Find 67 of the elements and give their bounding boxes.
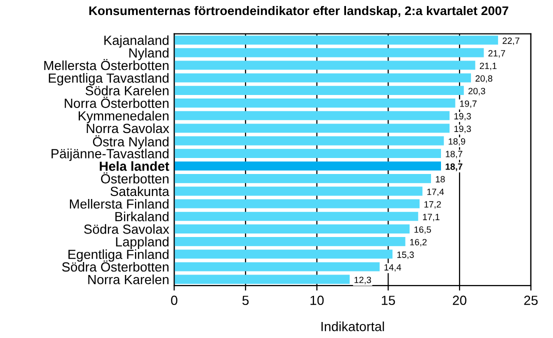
bar — [174, 86, 464, 95]
chart-title: Konsumenternas förtroendeindikator efter landskap, 2:a kvartalet 2007 — [89, 6, 508, 18]
bar — [174, 36, 498, 45]
data-label: 16,2 — [410, 238, 427, 246]
y-tick-label: Päijänne-Tavastland — [52, 148, 168, 161]
data-label: 17,1 — [423, 214, 440, 222]
x-tick-label: 25 — [524, 296, 538, 306]
data-label: 17,2 — [424, 201, 441, 209]
bar — [174, 111, 450, 120]
y-tick-label: Mellersta Finland — [70, 198, 168, 209]
bar — [174, 148, 441, 158]
bar — [174, 124, 450, 133]
y-tick-label: Österbotten — [101, 172, 168, 184]
y-tick-label: Mellersta Österbotten — [44, 59, 168, 70]
y-tick-label: Södra Karelen — [86, 86, 168, 96]
y-tick-label: Birkaland — [115, 212, 168, 222]
bar — [174, 274, 350, 284]
data-label: 14,4 — [384, 264, 402, 272]
y-tick-label: Kymmenedalen — [78, 110, 168, 124]
bar — [174, 48, 484, 58]
bar — [174, 161, 441, 171]
y-tick-label: Kajanaland — [104, 35, 168, 48]
y-tick-label: Egentliga Finland — [68, 249, 168, 262]
y-tick-label: Norra Karelen — [88, 274, 168, 284]
data-label: 19,3 — [454, 126, 471, 134]
data-label: 19,3 — [454, 113, 471, 121]
bar — [174, 262, 380, 272]
data-label: 18,9 — [448, 138, 466, 146]
data-label: 20,3 — [468, 88, 486, 96]
x-tick-label: 5 — [242, 296, 249, 306]
x-tick-label: 15 — [382, 296, 395, 306]
data-label: 16,5 — [414, 226, 431, 234]
data-label: 19,7 — [460, 100, 477, 108]
data-label: 17,4 — [427, 188, 444, 196]
y-tick-label: Norra Österbotten — [64, 96, 168, 108]
bar — [174, 250, 392, 259]
data-label: 12,3 — [354, 276, 372, 284]
y-tick-label: Södra Savolax — [84, 224, 170, 234]
data-label: 15,3 — [397, 252, 414, 260]
data-label: 21,1 — [480, 62, 497, 70]
bar — [174, 237, 406, 246]
bar — [174, 174, 432, 184]
y-tick-label: Nyland — [129, 48, 168, 60]
y-tick-label: Lappland — [116, 236, 168, 250]
bar — [174, 224, 410, 234]
bar — [174, 73, 471, 82]
data-label: 20,8 — [476, 75, 492, 83]
data-label: 21,7 — [488, 50, 506, 58]
y-tick-label: Östra Nyland — [92, 135, 168, 150]
bar — [174, 60, 476, 70]
x-axis-title: Indikatortal — [321, 322, 384, 332]
bar — [174, 136, 444, 146]
x-tick-label: 10 — [310, 296, 324, 306]
bar — [174, 212, 418, 221]
x-tick-label: 0 — [171, 296, 178, 306]
data-label: 18,7 — [446, 150, 462, 158]
bar — [174, 98, 456, 108]
y-tick-label: Hela landet — [100, 161, 170, 171]
data-label: 22,7 — [502, 38, 520, 45]
data-label: 18,7 — [446, 163, 462, 172]
bar — [174, 186, 422, 196]
data-label: 18 — [436, 176, 445, 182]
x-tick-label: 20 — [452, 296, 466, 306]
y-tick-label: Satakunta — [110, 186, 170, 196]
y-tick-label: Norra Savolax — [86, 123, 170, 134]
y-tick-label: Egentliga Tavastland — [48, 73, 168, 86]
bar — [174, 199, 420, 208]
